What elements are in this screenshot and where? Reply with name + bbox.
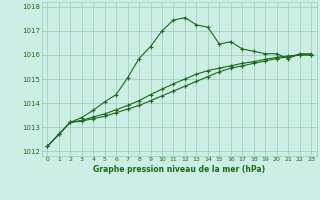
X-axis label: Graphe pression niveau de la mer (hPa): Graphe pression niveau de la mer (hPa) xyxy=(93,165,265,174)
